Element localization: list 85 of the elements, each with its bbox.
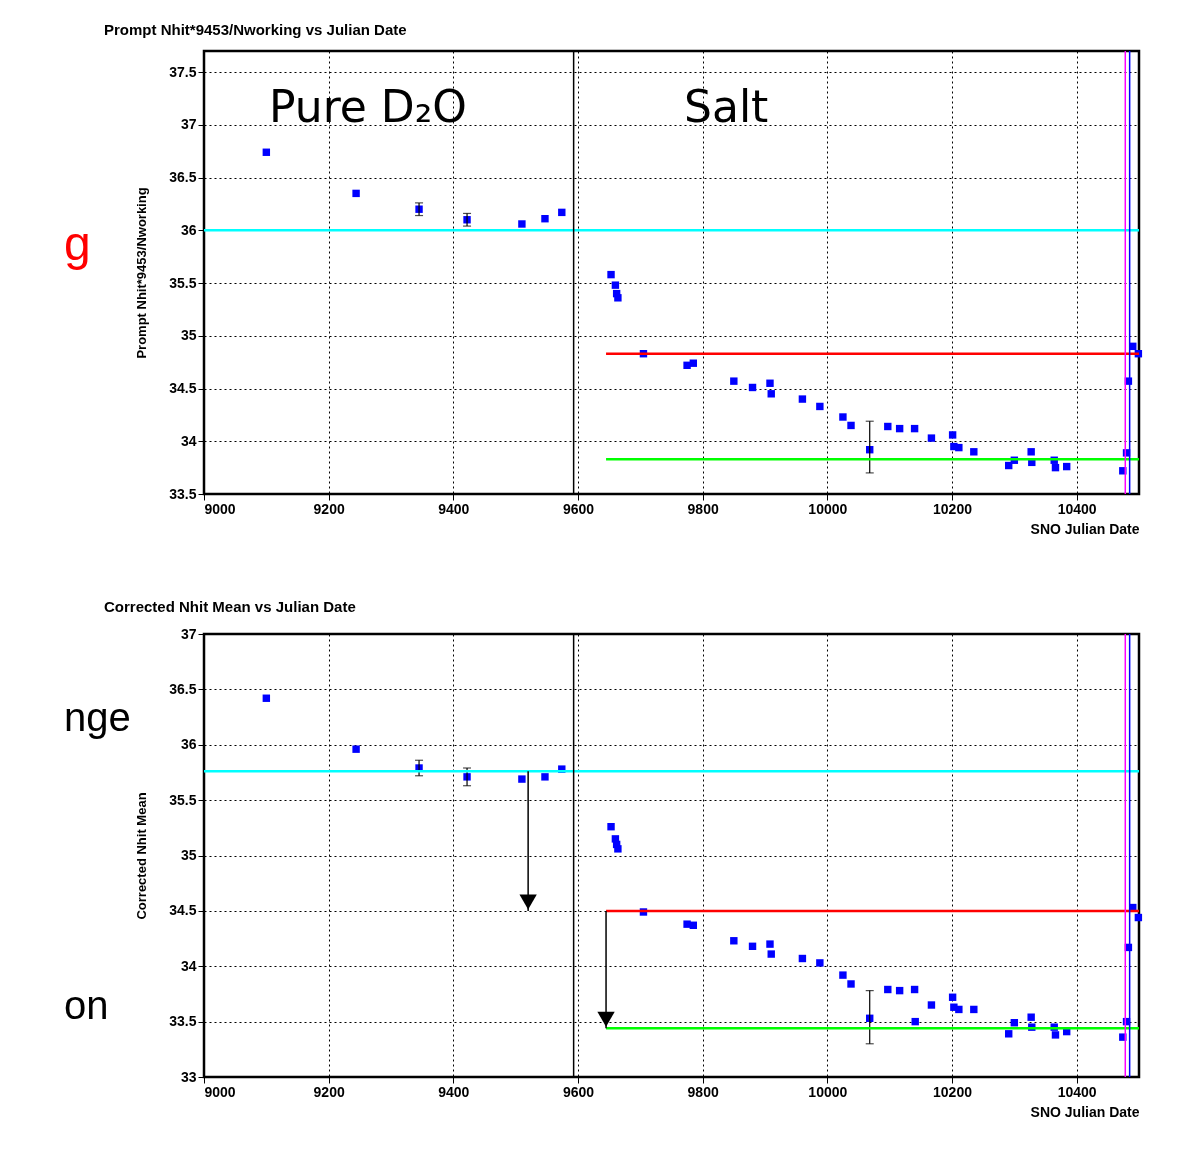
y-tick-label: 34.5 [169, 380, 197, 397]
y-tick-label: 33.5 [169, 1013, 197, 1030]
x-tick-label: 10000 [808, 500, 848, 517]
y-tick-label: 37.5 [169, 63, 197, 80]
annotation: Salt [684, 81, 769, 132]
x-tick-label: 9800 [687, 1083, 719, 1100]
x-tick-label: 9400 [438, 500, 470, 517]
point [955, 1005, 963, 1014]
point [607, 823, 615, 831]
x-tick-label: 9400 [438, 1083, 470, 1100]
x-tick-label: 9200 [313, 500, 345, 517]
point [884, 422, 892, 431]
point [683, 920, 691, 928]
y-tick-label: 35 [180, 327, 197, 344]
x-axis-title: SNO Julian Date [1030, 1103, 1140, 1120]
point [927, 434, 936, 442]
point [352, 189, 360, 198]
point [558, 208, 566, 217]
point [766, 379, 774, 387]
y-axis-title: Corrected Nhit Mean [134, 792, 150, 920]
x-tick-label: 10000 [808, 1083, 848, 1100]
x-tick-label: 9000 [204, 500, 236, 517]
point [798, 395, 807, 403]
point [816, 959, 824, 967]
annotation: Pure D₂O [269, 81, 467, 132]
text: g [64, 217, 91, 270]
point [1051, 1031, 1060, 1039]
point [683, 361, 691, 370]
point [948, 431, 957, 439]
y-axis-title: Prompt Nhit*9453/Nworking [134, 187, 150, 359]
y-tick-label: 35.5 [169, 791, 197, 808]
point [847, 421, 855, 430]
x-tick-label: 10200 [933, 1083, 973, 1100]
chart-title: Corrected Nhit Mean vs Julian Date [104, 598, 356, 615]
y-tick-label: 33.5 [169, 485, 197, 502]
y-tick-label: 35.5 [169, 274, 197, 291]
point [518, 775, 526, 783]
point [1005, 1030, 1013, 1038]
point [839, 413, 847, 421]
point [970, 1005, 978, 1014]
x-tick-label: 9200 [313, 1083, 345, 1100]
point [541, 773, 549, 781]
point [816, 402, 824, 411]
y-tick-label: 37 [180, 625, 197, 642]
x-tick-label: 10200 [933, 500, 973, 517]
point [607, 270, 615, 279]
point [730, 937, 738, 945]
x-tick-label: 9000 [204, 1083, 236, 1100]
point [1027, 1013, 1035, 1021]
point [352, 745, 360, 753]
point [541, 215, 549, 223]
point [767, 950, 775, 958]
y-tick-label: 37 [180, 116, 197, 133]
y-tick-label: 36 [180, 221, 197, 238]
chart-title: Prompt Nhit*9453/Nworking vs Julian Date [104, 21, 407, 39]
point [730, 377, 738, 385]
x-tick-label: 10400 [1057, 1083, 1097, 1100]
y-tick-label: 33 [180, 1068, 197, 1085]
x-tick-label: 9600 [562, 1083, 595, 1100]
y-tick-label: 36.5 [169, 169, 197, 186]
y-tick-label: 34 [180, 432, 197, 449]
text: on [64, 983, 109, 1027]
point [614, 845, 622, 853]
point [970, 448, 978, 456]
y-tick-label: 36.5 [169, 680, 197, 697]
y-tick-label: 36 [180, 736, 197, 753]
point [839, 971, 847, 979]
x-tick-label: 10400 [1057, 500, 1097, 517]
point [1027, 448, 1035, 456]
y-tick-label: 34 [180, 957, 197, 974]
x-axis-title: SNO Julian Date [1030, 520, 1140, 537]
x-tick-label: 9800 [687, 500, 719, 517]
y-tick-label: 34.5 [169, 902, 197, 919]
text: nge [64, 695, 131, 739]
point [766, 940, 774, 948]
point [927, 1001, 936, 1009]
point [611, 281, 620, 289]
point [518, 220, 526, 228]
x-tick-label: 9600 [562, 500, 595, 517]
y-tick-label: 35 [180, 847, 197, 863]
point [884, 985, 892, 994]
point [614, 294, 622, 302]
point [767, 390, 775, 398]
point [847, 980, 855, 988]
point [955, 443, 963, 452]
